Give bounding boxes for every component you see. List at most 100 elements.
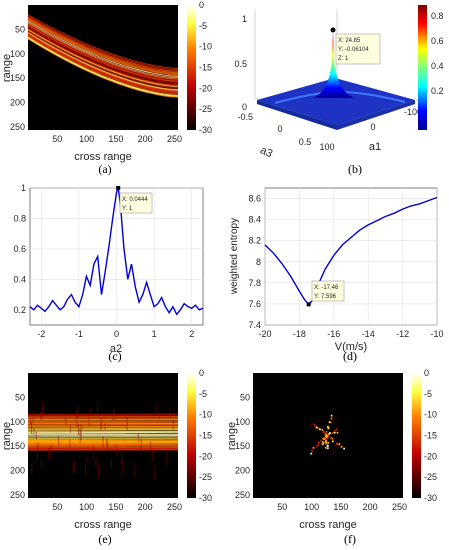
surface-b-tooltip: X: 24.85 Y: -0.06104 Z: 1 [335,33,381,65]
svg-text:Z: 1: Z: 1 [338,56,349,62]
heatmap-e-speckle [122,458,124,475]
colorbar-tick: -20 [199,451,212,461]
ytick-label: 250 [10,490,25,500]
surface-b-marker [330,27,336,33]
surface-b-ztick: 0 [242,102,247,112]
xtick-label: -14 [362,329,375,339]
surface-b-a1label: a1 [369,141,381,153]
heatmap-e-speckle [72,462,74,475]
caption-c: (c) [108,349,122,363]
caption-b: (b) [348,162,362,176]
ytick-label: 8.6 [248,194,261,204]
panel-e: 50 100 150 200 250 50 100 150 200 250 cross rang… [1,368,212,531]
colorbar-b-tick: 0.2 [431,86,444,96]
heatmap-f-speckle [339,418,341,420]
heatmap-e-speckle [137,433,139,442]
colorbar-b-tick: 0.4 [431,61,444,71]
heatmap-f-pixel [321,429,324,431]
colorbar-tick: -20 [199,83,212,93]
heatmap-f-speckle [317,420,319,422]
surface-b-a3label: a3 [258,144,274,160]
heatmap-e-speckle [126,417,128,431]
heatmap-f-pixel [332,440,334,443]
heatmap-f-speckle [323,452,325,454]
heatmap-f-speckle [317,452,319,454]
heatmap-f-pixel [335,442,338,445]
heatmap-f-speckle [338,446,340,448]
heatmap-e-speckle [111,459,113,467]
surface-b-a1tick: 100 [319,142,334,152]
ytick-label: 200 [10,466,25,476]
colorbar-tick: -15 [424,431,437,441]
colorbar-f [412,373,421,498]
heatmap-e-speckle [37,449,39,460]
heatmap-f-speckle [338,443,340,445]
heatmap-f-speckle [333,415,335,417]
heatmap-f-speckle [315,453,317,455]
ytick-label: 0.2 [13,305,26,315]
ytick-label: 7.6 [248,299,261,309]
heatmap-e-speckle [77,409,79,419]
heatmap-e-speckle [100,421,102,431]
heatmap-f-speckle [345,418,347,420]
panel-f: 50 100 150 200 250 50 100 150 200 250 cross rang… [226,368,437,531]
heatmap-a-streak [27,38,179,98]
xtick-label: 2 [189,329,194,339]
heatmap-f-pixel [330,414,333,417]
heatmap-e-speckle [87,454,89,463]
heatmap-e-speckle [150,441,152,453]
heatmap-e-xlabel: cross range [74,519,131,531]
ytick-label: 8.2 [248,236,261,246]
svg-text:X: 24.85: X: 24.85 [338,38,361,44]
svg-text:X: -17.46: X: -17.46 [314,285,339,291]
heatmap-e-speckle [159,412,161,419]
heatmap-e-xticks: 50 100 150 200 250 [52,502,182,512]
heatmap-f-speckle [332,450,334,452]
heatmap-f-speckle [311,427,313,429]
heatmap-f-pixel [325,435,328,438]
heatmap-f-pixel [311,449,314,452]
heatmap-f-pixel [327,427,330,430]
heatmap-f-speckle [322,426,324,428]
heatmap-f-ylabel: range [226,422,238,450]
xtick-label: 50 [52,134,62,144]
colorbar-tick: 0 [199,368,204,378]
heatmap-f-speckle [313,445,315,447]
surface-b-a1tick: -100 [404,107,422,117]
heatmap-f-pixel [335,428,338,431]
ytick-label: 8 [256,257,261,267]
heatmap-e-speckle [166,450,168,466]
colorbar-tick: -10 [199,410,212,420]
heatmap-e-band [27,402,179,480]
panel-c: 1 0.8 0.6 0.4 0.2 -2 -1 0 1 2 X: 0.0444 Y: 1 a2 [13,183,204,355]
caption-e: (e) [98,532,112,546]
heatmap-f-pixel [333,431,336,434]
heatmap-f-speckle [332,452,334,454]
heatmap-f-speckle [337,426,339,428]
xtick-label: 200 [363,502,378,512]
heatmap-e-speckle [69,424,71,433]
colorbar-a [187,5,196,130]
panel-a: 50 100 150 200 250 50 100 150 200 250 cross rang… [1,0,212,163]
colorbar-tick: -5 [424,389,432,399]
line-d-series [264,196,438,306]
xtick-label: 100 [304,502,319,512]
colorbar-tick: -20 [424,451,437,461]
heatmap-a-xlabel: cross range [74,151,131,163]
colorbar-tick: -25 [424,472,437,482]
ytick-label: 1 [21,183,26,193]
xtick-label: -12 [396,329,409,339]
heatmap-e-speckle [89,407,91,416]
xtick-label: 150 [108,134,123,144]
heatmap-f-pixel [312,446,315,449]
heatmap-e-speckle [140,438,142,454]
heatmap-e-speckle [113,410,115,421]
colorbar-tick: -30 [424,493,437,503]
colorbar-tick: 0 [424,368,429,378]
heatmap-e-speckle [58,435,60,445]
colorbar-tick: -15 [199,63,212,73]
heatmap-f-speckle [310,423,312,425]
heatmap-e-speckle [154,465,156,480]
heatmap-a-streak [27,34,179,94]
ytick-label: 7.4 [248,320,261,330]
